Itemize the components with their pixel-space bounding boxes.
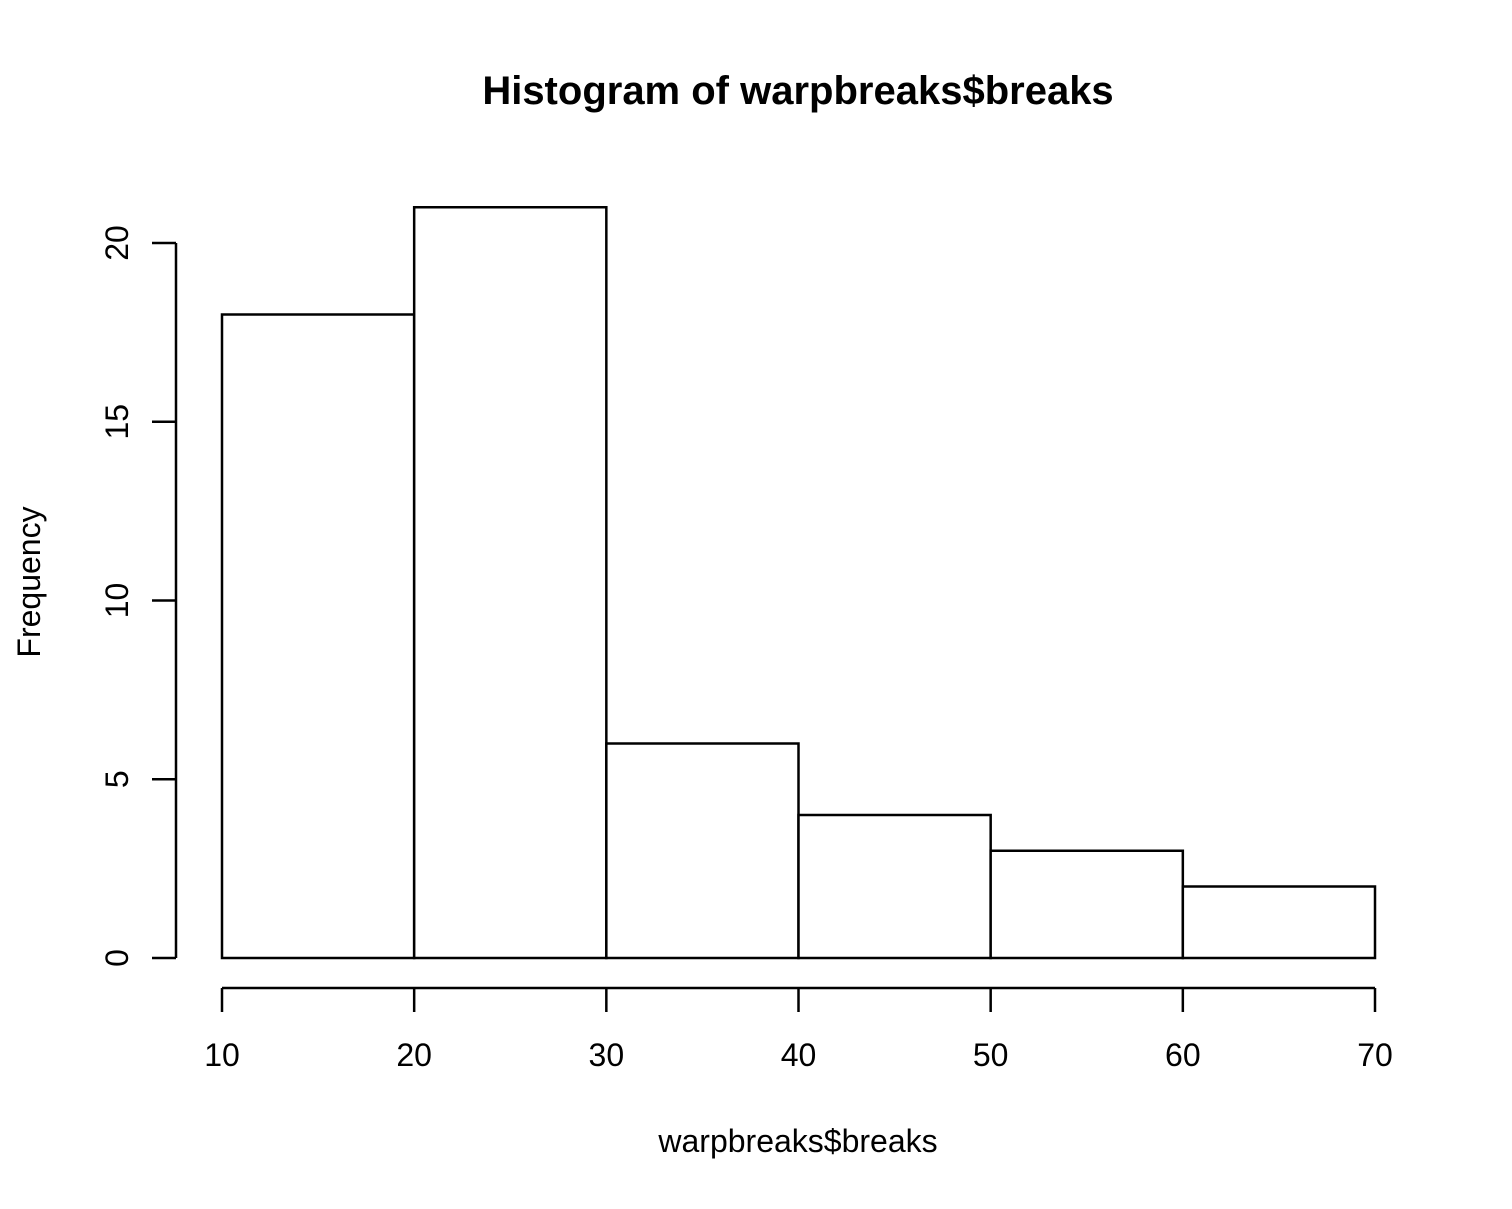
- y-axis: 0 5 10 15 20: [99, 225, 178, 967]
- x-tick-label-30: 30: [589, 1037, 625, 1073]
- histogram-bar-50-60: [989, 849, 1185, 960]
- y-tick-label-10: 10: [99, 583, 135, 619]
- x-tick-label-10: 10: [204, 1037, 240, 1073]
- x-axis: 10 20 30 40 50 60 70: [204, 986, 1393, 1073]
- y-tick-label-15: 15: [99, 404, 135, 440]
- y-axis-label: Frequency: [11, 506, 47, 657]
- chart-title: Histogram of warpbreaks$breaks: [482, 69, 1113, 113]
- histogram-bar-40-50: [797, 813, 992, 960]
- histogram-bar-20-30: [412, 206, 608, 960]
- y-tick-label-5: 5: [99, 770, 135, 788]
- histogram-bar-60-70: [1181, 885, 1377, 960]
- x-tick-label-60: 60: [1165, 1037, 1201, 1073]
- y-tick-label-0: 0: [99, 949, 135, 967]
- x-tick-label-40: 40: [781, 1037, 817, 1073]
- histogram-bars: [220, 206, 1377, 960]
- x-tick-label-20: 20: [396, 1037, 432, 1073]
- x-tick-label-50: 50: [973, 1037, 1009, 1073]
- histogram-bar-30-40: [605, 742, 800, 960]
- histogram-bar-10-20: [220, 313, 416, 960]
- x-axis-label: warpbreaks$breaks: [657, 1123, 937, 1159]
- x-tick-label-70: 70: [1357, 1037, 1393, 1073]
- y-tick-label-20: 20: [99, 225, 135, 261]
